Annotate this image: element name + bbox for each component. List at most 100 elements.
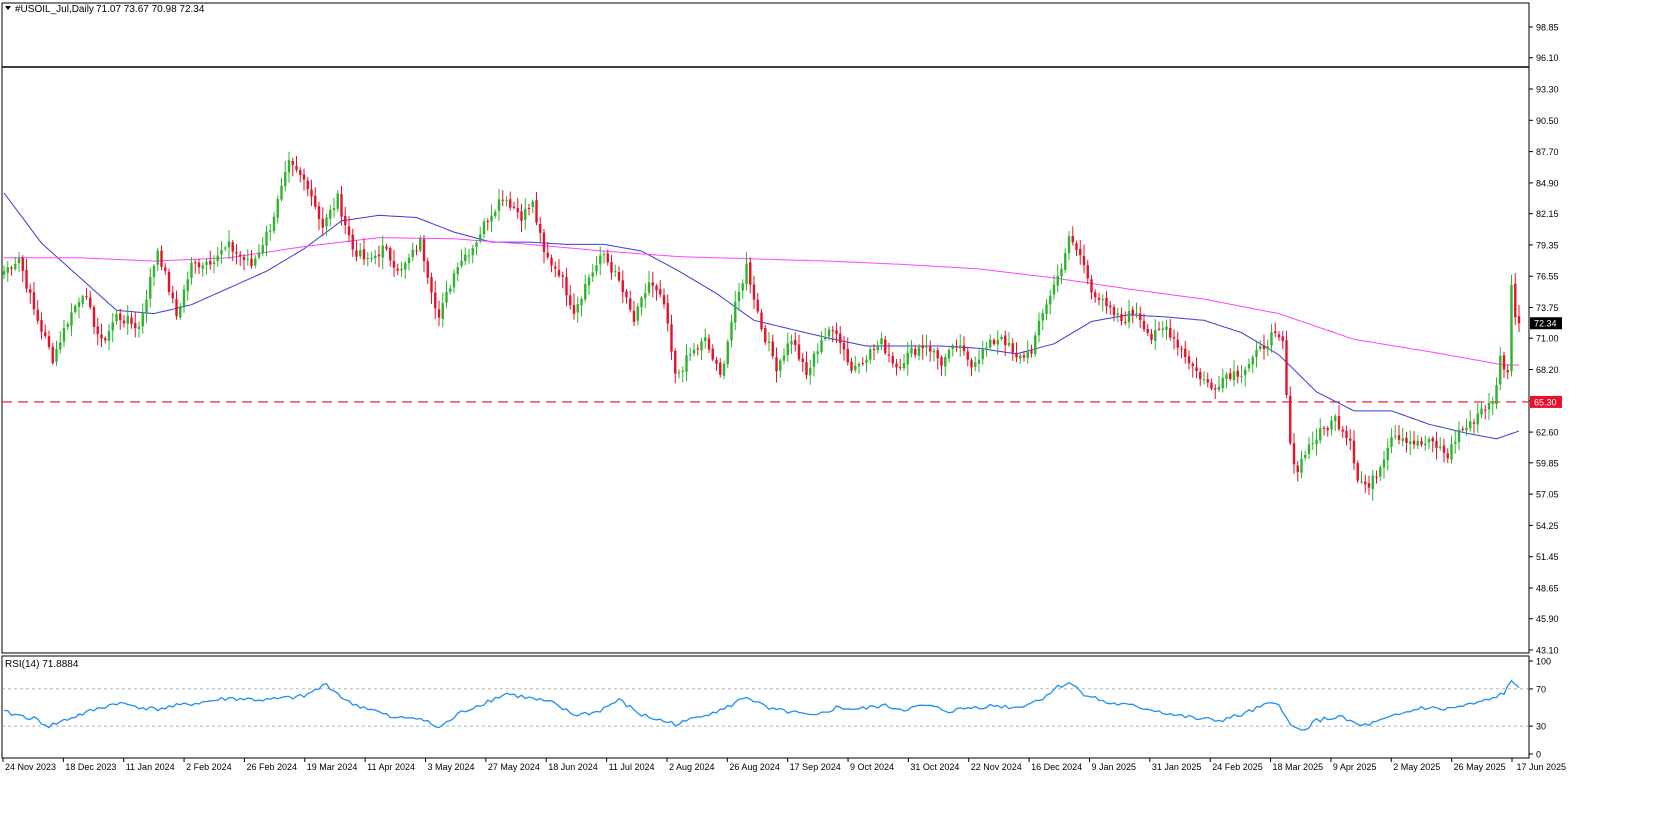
candle	[359, 242, 362, 259]
candle	[250, 250, 253, 269]
candle	[1075, 240, 1078, 256]
candle	[509, 191, 512, 211]
candle	[284, 160, 287, 192]
candle	[1116, 308, 1119, 323]
candle	[1281, 330, 1284, 350]
price-tags: 72.34 65.30	[1530, 317, 1562, 408]
candle	[794, 332, 797, 352]
candle	[1139, 306, 1142, 328]
candle	[1315, 428, 1318, 456]
candle	[591, 263, 594, 282]
candle	[1274, 322, 1277, 338]
candle	[1105, 291, 1108, 314]
candle	[850, 357, 853, 374]
candle	[299, 167, 302, 183]
candle	[389, 246, 392, 267]
candle	[254, 255, 257, 269]
candle	[1030, 344, 1033, 358]
candle	[1386, 438, 1389, 471]
candle	[479, 226, 482, 244]
candle	[767, 332, 771, 352]
candle	[1397, 424, 1401, 445]
candle	[1289, 386, 1292, 446]
candle	[846, 337, 849, 366]
candle	[445, 281, 448, 308]
candle	[111, 312, 114, 342]
candle	[100, 323, 103, 348]
candle	[1484, 404, 1487, 420]
candle	[85, 288, 88, 300]
candle	[1371, 469, 1374, 501]
candle	[1135, 302, 1138, 319]
time-tick-label: 11 Jul 2024	[609, 762, 655, 772]
candle	[1127, 299, 1131, 329]
candle	[1266, 339, 1269, 357]
candle	[295, 155, 298, 173]
candle	[1247, 358, 1251, 373]
candle	[891, 352, 894, 368]
candle	[242, 254, 246, 271]
candle	[1007, 331, 1011, 348]
candle	[857, 361, 861, 375]
candle	[955, 339, 958, 352]
candle	[670, 314, 673, 360]
candle	[1311, 431, 1314, 451]
candle	[520, 203, 523, 232]
candle	[816, 343, 819, 364]
candle	[512, 201, 516, 210]
candle	[156, 247, 159, 272]
time-tick-label: 22 Nov 2024	[971, 762, 1022, 772]
price-tick-label: 93.30	[1536, 85, 1559, 95]
candle	[310, 179, 313, 206]
candle	[377, 245, 381, 268]
time-tick-label: 3 May 2024	[428, 762, 475, 772]
candle	[1262, 334, 1266, 360]
candle	[936, 347, 939, 370]
candle	[516, 197, 519, 219]
candle	[1330, 416, 1333, 436]
candle	[865, 355, 868, 373]
candle	[1090, 275, 1093, 300]
candle	[981, 340, 984, 365]
time-tick-label: 9 Apr 2025	[1333, 762, 1377, 772]
candle	[1487, 392, 1491, 421]
candle	[1154, 319, 1157, 350]
candle	[602, 251, 606, 264]
price-panel: 98.85 96.10 93.30 90.50 87.70 84.90 82.15 79.35…	[1, 23, 1562, 656]
candle	[141, 303, 144, 334]
svg-text:65.30: 65.30	[1534, 397, 1557, 407]
candle	[130, 312, 133, 329]
candle	[782, 348, 786, 365]
candle	[835, 322, 838, 344]
candle	[632, 300, 636, 327]
candle	[1206, 372, 1209, 388]
candle	[152, 264, 156, 287]
candle	[36, 299, 39, 325]
candle	[1352, 430, 1356, 470]
candle	[14, 256, 17, 271]
candle	[1446, 448, 1449, 464]
time-tick-label: 18 Jun 2024	[548, 762, 598, 772]
candle	[1056, 264, 1059, 293]
candle	[179, 302, 182, 321]
candle	[940, 355, 943, 376]
candle	[220, 240, 223, 264]
candle	[464, 247, 467, 266]
candle	[587, 274, 591, 295]
candle	[805, 351, 808, 380]
candle	[441, 292, 444, 328]
candle	[340, 185, 343, 226]
candle	[505, 196, 508, 207]
candle	[1379, 465, 1382, 481]
candle	[696, 344, 699, 356]
candle	[1086, 259, 1089, 285]
candle	[1067, 230, 1071, 260]
candle	[434, 280, 437, 320]
candle	[895, 358, 898, 376]
collapse-triangle-icon[interactable]	[5, 6, 11, 10]
price-tick-label: 45.90	[1536, 614, 1559, 624]
candle	[449, 284, 452, 295]
candle	[460, 249, 463, 268]
candle	[77, 297, 81, 319]
